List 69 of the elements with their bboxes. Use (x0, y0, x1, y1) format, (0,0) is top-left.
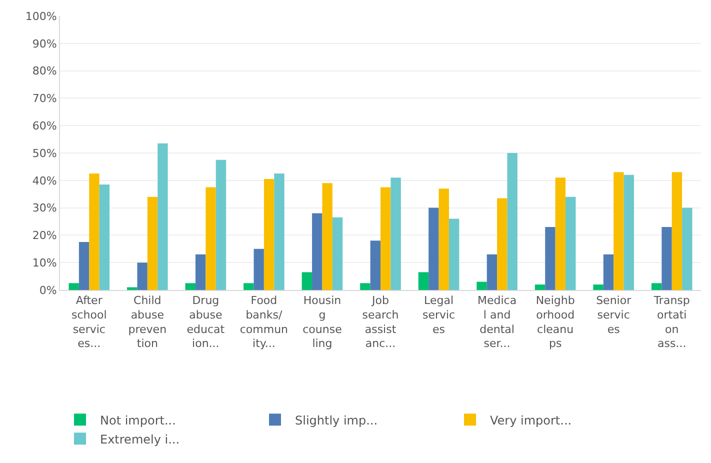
legend-label: Extremely i... (100, 432, 180, 446)
bar (624, 174, 634, 290)
bar (99, 184, 110, 290)
bar (380, 187, 391, 290)
bar (486, 254, 498, 290)
bar (244, 283, 254, 290)
bar (312, 213, 322, 290)
bar (264, 179, 274, 290)
bar (254, 248, 264, 290)
bar (78, 242, 90, 290)
bar (418, 272, 429, 290)
bar (370, 240, 380, 290)
bar (428, 208, 439, 290)
y-tick-label: 90% (32, 37, 57, 50)
x-tick-label: Housin g counse ling (302, 294, 342, 350)
x-tick-label: Transp ortati on ass... (652, 294, 690, 350)
bar (322, 183, 332, 290)
y-tick-label: 10% (32, 256, 57, 270)
bar (555, 178, 566, 290)
x-tick-label: Drug abuse educat ion... (186, 294, 226, 350)
bar (195, 254, 206, 290)
y-tick-label: 100% (25, 10, 57, 23)
bar (438, 188, 449, 290)
bar (593, 284, 604, 290)
bar (534, 284, 546, 290)
x-tick-label: Job search assist anc... (362, 294, 399, 350)
y-tick-label: 0% (39, 284, 57, 297)
bar (390, 178, 401, 290)
legend-label: Not import... (100, 413, 176, 428)
bar (476, 282, 487, 290)
bar (682, 208, 692, 290)
bar (672, 172, 682, 290)
bar (158, 143, 168, 290)
y-tick-label: 70% (32, 92, 57, 106)
y-tick-label: 20% (32, 229, 57, 242)
x-tick-label: Medica l and dental ser... (478, 294, 517, 350)
y-tick-label: 40% (32, 174, 57, 188)
bar (507, 153, 518, 290)
legend-label: Very import... (490, 413, 572, 428)
bar (185, 283, 196, 290)
bar (216, 160, 226, 290)
bar (332, 217, 343, 290)
bar (566, 196, 576, 290)
y-tick-label: 50% (32, 146, 57, 160)
x-tick-label: Neighb orhood cleanu ps (536, 294, 575, 350)
legend-label: Slightly imp... (295, 413, 378, 428)
bar (448, 218, 460, 290)
bar (68, 283, 79, 290)
y-tick-label: 60% (32, 119, 57, 132)
bar (89, 174, 100, 290)
bar (651, 283, 662, 290)
x-tick-label: After school servic es... (72, 294, 107, 350)
bar (360, 283, 370, 290)
bar (545, 226, 556, 290)
bar (614, 172, 624, 290)
x-tick-label: Food banks/ commun ity... (240, 294, 288, 350)
x-tick-label: Senior servic es (596, 294, 632, 336)
x-tick-label: Child abuse preven tion (128, 294, 167, 350)
bar (147, 196, 158, 290)
bar (497, 198, 508, 290)
bar (302, 272, 312, 290)
bar (274, 174, 284, 290)
y-tick-label: 30% (32, 202, 57, 215)
bar (662, 226, 672, 290)
bar (603, 254, 614, 290)
bar (206, 187, 216, 290)
x-tick-label: Legal servic es (422, 294, 456, 336)
bar (137, 262, 148, 290)
y-tick-label: 80% (32, 64, 57, 78)
